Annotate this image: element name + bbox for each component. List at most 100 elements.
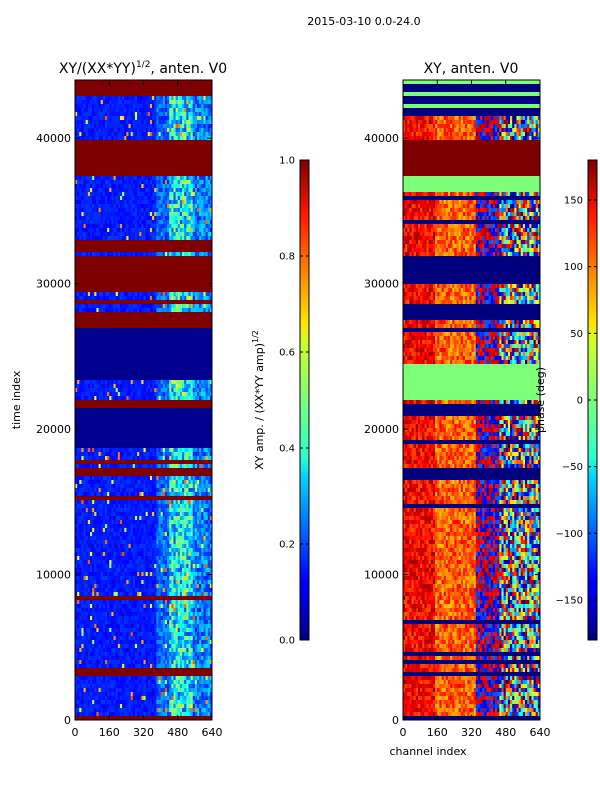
heat-cell: [177, 116, 181, 121]
heat-cell: [77, 564, 80, 569]
heat-cell: [154, 544, 157, 549]
heat-cell: [162, 524, 166, 529]
heat-cell: [169, 548, 172, 553]
heat-cell: [100, 388, 104, 393]
heat-cell: [96, 128, 99, 133]
heat-cell: [85, 476, 89, 481]
heat-cell: [154, 100, 157, 105]
heat-cell: [167, 196, 170, 201]
heat-cell: [92, 380, 95, 385]
heat-cell: [143, 572, 147, 577]
heat-cell: [102, 132, 106, 137]
heat-cell: [139, 552, 142, 557]
heat-cell: [143, 104, 147, 109]
heat-cell: [113, 464, 117, 469]
heat-cell: [149, 520, 153, 525]
heat-cell: [201, 228, 204, 233]
heat-cell: [113, 136, 117, 141]
heat-cell: [81, 568, 84, 573]
heat-cell: [188, 612, 191, 617]
heat-cell: [98, 380, 102, 385]
heat-cell: [182, 380, 185, 385]
heat-cell: [152, 188, 155, 193]
heat-cell: [194, 480, 198, 485]
heat-cell: [162, 600, 166, 605]
heat-cell: [173, 580, 177, 585]
heat-cell: [77, 624, 80, 629]
heat-cell: [117, 524, 121, 529]
heat-cell: [83, 484, 87, 489]
heat-cell: [83, 464, 87, 469]
heat-cell: [145, 620, 149, 625]
heat-cell: [194, 508, 198, 513]
heat-cell: [203, 516, 206, 521]
heat-cell: [134, 500, 138, 505]
heat-cell: [117, 612, 121, 617]
heat-cell: [207, 556, 211, 561]
heat-cell: [197, 508, 200, 513]
heat-cell: [177, 508, 181, 513]
heat-cell: [126, 548, 129, 553]
heat-cell: [94, 112, 97, 117]
heat-cell: [179, 592, 183, 597]
heat-cell: [167, 516, 170, 521]
heat-cell: [192, 608, 196, 613]
heat-cell: [104, 600, 108, 605]
heat-cell: [96, 220, 99, 225]
heat-cell: [190, 252, 194, 257]
heat-cell: [190, 536, 194, 541]
heat-cell: [190, 124, 194, 129]
heat-cell: [109, 604, 112, 609]
heat-cell: [104, 484, 108, 489]
heat-cell: [128, 532, 132, 537]
heat-cell: [109, 296, 112, 301]
heat-cell: [182, 396, 185, 401]
heat-cell: [111, 220, 114, 225]
heat-cell: [100, 536, 104, 541]
heat-cell: [109, 540, 112, 545]
heat-cell: [139, 600, 142, 605]
heat-cell: [111, 296, 114, 301]
heat-cell: [199, 96, 202, 101]
heat-cell: [179, 464, 183, 469]
heat-cell: [119, 220, 123, 225]
heat-cell: [145, 484, 149, 489]
heat-cell: [83, 492, 87, 497]
heat-cell: [92, 176, 95, 181]
heat-cell: [182, 220, 185, 225]
heat-cell: [173, 452, 177, 457]
heat-cell: [192, 132, 196, 137]
heat-cell: [81, 200, 84, 205]
heat-cell: [115, 200, 119, 205]
heat-cell: [109, 508, 112, 513]
heat-cell: [104, 592, 108, 597]
heat-cell: [175, 308, 179, 313]
heat-cell: [139, 100, 142, 105]
heat-cell: [177, 188, 181, 193]
heat-cell: [160, 220, 164, 225]
heat-cell: [107, 556, 110, 561]
heat-cell: [87, 504, 91, 509]
heat-cell: [117, 128, 121, 133]
heat-cell: [85, 568, 89, 573]
heat-cell: [81, 392, 84, 397]
heat-cell: [156, 488, 159, 493]
heat-cell: [85, 232, 89, 237]
heat-cell: [119, 452, 123, 457]
heat-cell: [143, 296, 147, 301]
heat-cell: [160, 396, 164, 401]
heat-cell: [134, 508, 138, 513]
heat-cell: [205, 548, 209, 553]
heat-cell: [79, 536, 82, 541]
heat-cell: [122, 624, 125, 629]
heat-cell: [177, 584, 181, 589]
heat-cell: [143, 612, 147, 617]
heat-cell: [79, 456, 82, 461]
heat-cell: [132, 488, 136, 493]
heat-cell: [184, 96, 187, 101]
heat-cell: [83, 540, 87, 545]
heat-cell: [207, 568, 211, 573]
heat-cell: [190, 120, 194, 125]
heat-cell: [199, 560, 202, 565]
heat-cell: [171, 232, 174, 237]
